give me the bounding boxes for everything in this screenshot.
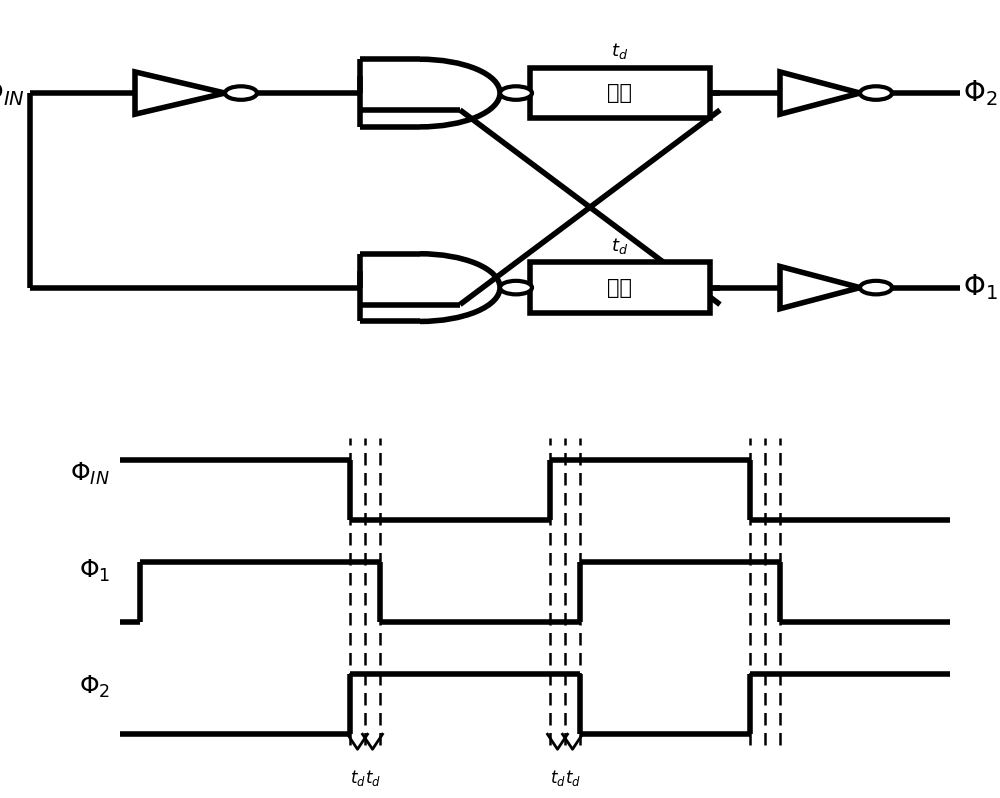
- Polygon shape: [780, 267, 860, 309]
- Text: $\Phi_2$: $\Phi_2$: [963, 78, 997, 108]
- Circle shape: [500, 86, 532, 100]
- Circle shape: [860, 86, 892, 100]
- Text: $t_d$: $t_d$: [550, 768, 565, 788]
- Polygon shape: [780, 72, 860, 114]
- Circle shape: [225, 86, 257, 100]
- Polygon shape: [135, 72, 225, 114]
- Text: 延追: 延追: [608, 83, 633, 103]
- Bar: [530, 263, 710, 313]
- Circle shape: [860, 281, 892, 294]
- Text: $t_d$: $t_d$: [350, 768, 365, 788]
- Text: $\Phi_1$: $\Phi_1$: [79, 558, 110, 584]
- Text: 延追: 延追: [608, 278, 633, 298]
- Circle shape: [500, 281, 532, 294]
- Text: $t_d$: $t_d$: [565, 768, 580, 788]
- Text: $\Phi_{IN}$: $\Phi_{IN}$: [0, 78, 25, 108]
- Text: $\Phi_1$: $\Phi_1$: [963, 273, 998, 302]
- Text: $\Phi_2$: $\Phi_2$: [79, 674, 110, 701]
- Text: $\Phi_{IN}$: $\Phi_{IN}$: [70, 460, 110, 487]
- Text: $t_d$: $t_d$: [365, 768, 380, 788]
- Text: $t_d$: $t_d$: [611, 41, 629, 61]
- Text: $t_d$: $t_d$: [611, 236, 629, 256]
- Bar: [530, 68, 710, 118]
